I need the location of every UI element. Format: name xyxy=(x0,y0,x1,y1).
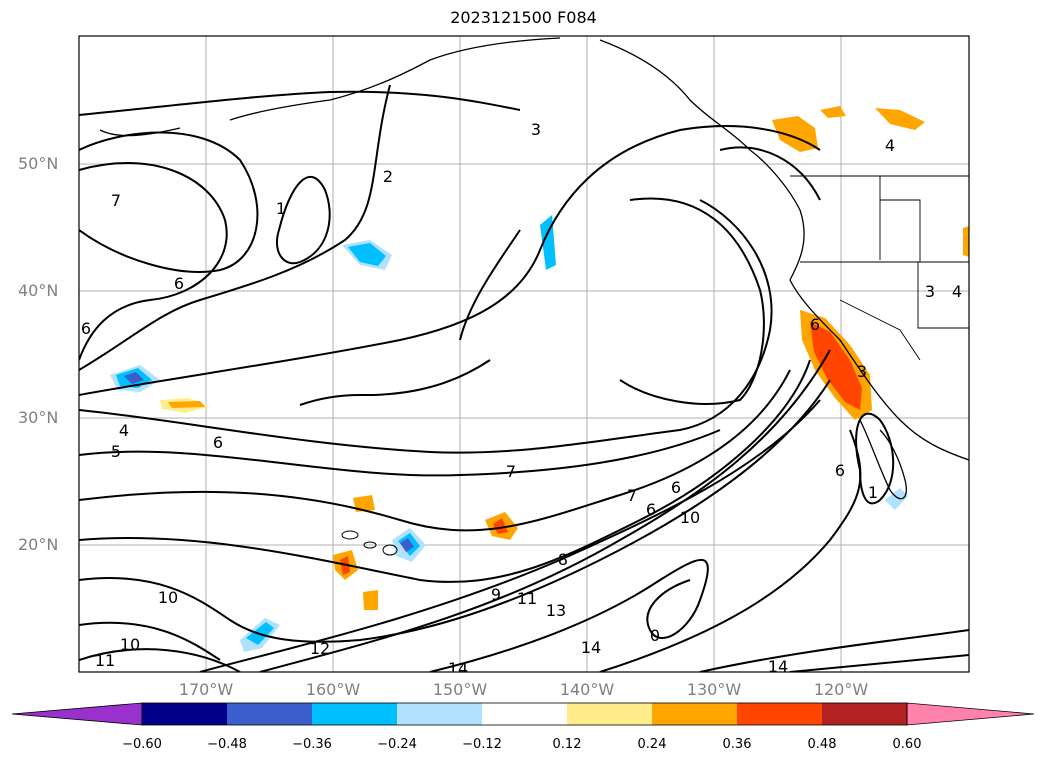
contour-label: 6 xyxy=(835,461,845,480)
colorbar-swatch xyxy=(737,703,822,725)
colorbar-tick-label: 0.24 xyxy=(637,737,667,752)
contour-label: 4 xyxy=(885,136,895,155)
contour-label: 0 xyxy=(650,626,660,645)
contour-label: 10 xyxy=(158,588,178,607)
lon-label: 150°W xyxy=(432,680,488,699)
contour-label: 12 xyxy=(310,639,330,658)
contour-label: 6 xyxy=(671,478,681,497)
lat-label: 40°N xyxy=(18,281,59,300)
map-title: 2023121500 F084 xyxy=(450,8,597,27)
lat-label: 30°N xyxy=(18,408,59,427)
contour-label: 7 xyxy=(627,486,637,505)
contour-label: 6 xyxy=(81,319,91,338)
colorbar-swatch xyxy=(397,703,482,725)
lon-label: 140°W xyxy=(559,680,615,699)
contour-lines xyxy=(79,84,969,672)
contour-label: 10 xyxy=(680,508,700,527)
colorbar-tick-label: 0.60 xyxy=(892,737,922,752)
contour-label: 6 xyxy=(213,433,223,452)
contour-label: 3 xyxy=(857,362,867,381)
colorbar-swatch xyxy=(567,703,652,725)
colorbar-tick-label: −0.24 xyxy=(377,737,417,752)
contour-label: 1 xyxy=(276,199,286,218)
colorbar-outline xyxy=(141,702,908,726)
contour-label: 11 xyxy=(517,589,537,608)
contour-label: 6 xyxy=(646,500,656,519)
contour-label: 10 xyxy=(120,635,140,654)
contour-label: 13 xyxy=(546,601,566,620)
contour-label: 7 xyxy=(111,191,121,210)
contour-label: 4 xyxy=(952,282,962,301)
contour-label: 9 xyxy=(491,585,501,604)
colorbar-tick-label: −0.12 xyxy=(462,737,502,752)
contour-label: 3 xyxy=(925,282,935,301)
colorbar-swatch xyxy=(482,703,567,725)
map-frame xyxy=(78,35,970,673)
contour-label: 6 xyxy=(810,315,820,334)
colorbar xyxy=(11,702,1035,726)
contour-label: 8 xyxy=(558,550,568,569)
colorbar-tick-label: −0.36 xyxy=(292,737,332,752)
contour-label: 11 xyxy=(95,651,115,670)
colorbar-tick-label: 0.48 xyxy=(807,737,837,752)
colorbar-swatch xyxy=(312,703,397,725)
lat-label: 20°N xyxy=(18,535,59,554)
lat-label: 50°N xyxy=(18,154,59,173)
contour-label: 2 xyxy=(383,167,393,186)
colorbar-tick-label: 0.12 xyxy=(552,737,582,752)
contour-label: 14 xyxy=(581,638,601,657)
colorbar-extend-low xyxy=(11,702,143,726)
political-boundaries xyxy=(790,175,969,361)
contour-label: 7 xyxy=(506,462,516,481)
colorbar-tick-label: −0.48 xyxy=(207,737,247,752)
colorbar-extend-high xyxy=(906,702,1035,726)
colorbar-swatch xyxy=(822,703,907,725)
anomaly-fill xyxy=(110,106,969,652)
contour-label: 1 xyxy=(868,483,878,502)
colorbar-swatch xyxy=(652,703,737,725)
contour-label: 5 xyxy=(111,442,121,461)
colorbar-swatch xyxy=(142,703,227,725)
lon-label: 120°W xyxy=(813,680,869,699)
coastlines xyxy=(99,37,969,500)
lon-label: 130°W xyxy=(686,680,742,699)
islands xyxy=(341,530,398,556)
contour-label: 6 xyxy=(174,274,184,293)
lon-label: 160°W xyxy=(305,680,361,699)
contour-label: 14 xyxy=(768,657,788,676)
colorbar-tick-label: 0.36 xyxy=(722,737,752,752)
contour-label-group: 3 2 1 7 6 6 5 4 6 7 7 6 6 8 10 9 11 13 1… xyxy=(81,120,962,678)
colorbar-swatch xyxy=(227,703,312,725)
contour-label: 14 xyxy=(448,659,468,678)
lon-label: 170°W xyxy=(178,680,234,699)
contour-label: 4 xyxy=(119,421,129,440)
colorbar-tick-label: −0.60 xyxy=(122,737,162,752)
contour-label: 3 xyxy=(531,120,541,139)
